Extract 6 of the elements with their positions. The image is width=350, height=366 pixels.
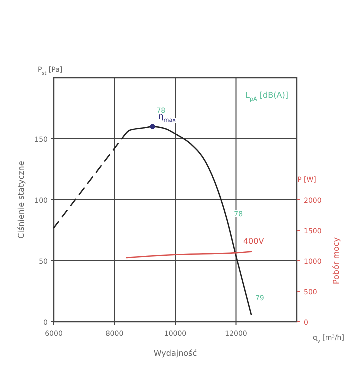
annotation: L$_{pA}$ [dB(A)] [246,91,288,103]
series-label: 400V [243,236,265,246]
x-axis-title: Wydajność [154,349,198,358]
line-series [126,251,252,259]
y-axis-title: Ciśnienie statyczne [17,161,26,239]
y2-axis-title: Pobór mocy [332,237,341,285]
